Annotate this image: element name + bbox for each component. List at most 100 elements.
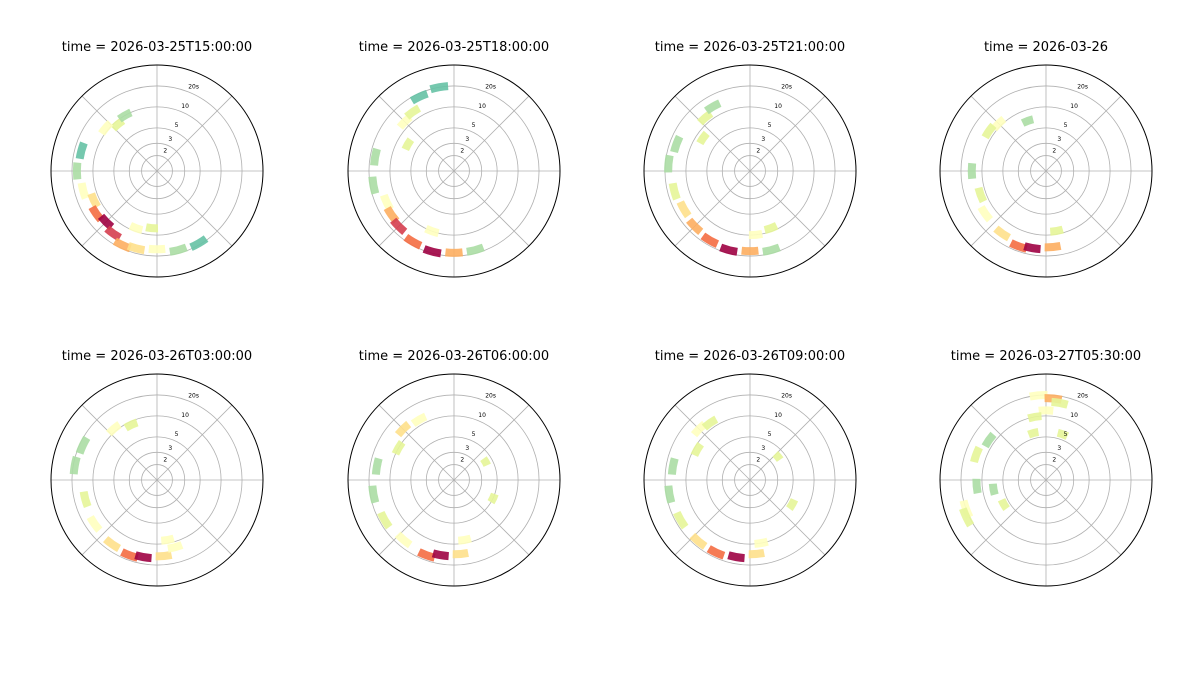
r-tick-label: 5 [175,431,179,438]
r-tick-label: 10 [774,412,782,419]
grid-ring [734,464,766,496]
spectral-cell [959,507,975,528]
spectral-cell [417,548,436,562]
spectral-cell [466,243,485,256]
spectral-cell [391,439,406,456]
grid-ring [113,436,201,524]
spoke [453,404,530,481]
spectral-cell [664,154,674,173]
spectral-cell [727,551,745,563]
spectral-cell [697,109,714,126]
r-tick-label: 5 [472,122,476,129]
spectral-cell [480,456,491,467]
spectral-cell [997,498,1010,511]
grid-ring [706,436,794,524]
spoke [453,95,530,172]
spoke [81,404,158,481]
chart-title: time = 2026-03-26T06:00:00 [359,349,549,364]
spoke [1045,404,1122,481]
spectral-cell [706,545,726,560]
grid-ring [981,106,1111,236]
r-tick-label: 3 [465,136,469,143]
spoke [378,170,455,247]
spectral-cell [977,205,993,223]
r-tick-label: 2 [163,147,167,154]
spectral-cell [719,243,738,256]
spoke [1045,95,1122,172]
spectral-cell [145,223,159,233]
r-tick-label: 10 [1070,412,1078,419]
r-tick-label: 10 [181,412,189,419]
chart-title: time = 2026-03-25T15:00:00 [62,40,252,55]
grid-ring [438,155,470,187]
spectral-cell [668,182,681,201]
grid-ring [425,142,483,200]
grid-ring [92,415,222,545]
spectral-cell [87,192,101,209]
r-tick-label: 10 [774,103,782,110]
r-tick-label: 20s [188,393,199,400]
spectral-cell [741,246,759,256]
spoke [674,170,751,247]
grid-ring [438,464,470,496]
spoke [674,404,751,481]
spectral-cell [169,243,188,256]
polar-chart: time = 2026-03-25T15:00:00 235 10 20s [50,40,264,278]
polar-frame [347,64,561,278]
grid-ring [92,106,222,236]
spectral-cell [981,122,997,140]
chart-title: time = 2026-03-26T09:00:00 [655,349,845,364]
grid-ring [1030,464,1062,496]
spoke [749,479,826,556]
r-tick-label: 20s [485,393,496,400]
spectral-cell [696,130,710,146]
spectral-cell [401,137,415,151]
spectral-cell [703,99,722,115]
spectral-cell [77,182,90,200]
grid-ring [128,142,186,200]
grid-ring [1002,436,1090,524]
r-tick-label: 20s [1077,393,1088,400]
spectral-cell [75,141,88,160]
spectral-cell [700,232,720,248]
spectral-cell [409,89,429,105]
spectral-cell [371,457,383,475]
spectral-cell [970,445,983,464]
spectral-cell [1027,427,1040,439]
polar-chart: time = 2026-03-25T21:00:00 235 10 20s [643,40,857,278]
spoke [378,404,455,481]
grid-ring [960,85,1132,257]
grid-ring [981,415,1111,545]
spectral-cell [429,82,449,94]
spectral-cell [424,225,440,238]
r-tick-label: 5 [768,431,772,438]
spectral-cell [134,551,152,563]
spoke [970,404,1047,481]
polar-chart: time = 2026-03-25T18:00:00 235 10 20s [347,40,561,278]
spectral-cell [754,537,769,548]
chart-title: time = 2026-03-27T05:30:00 [951,349,1141,364]
grid-ring [1002,127,1090,215]
spectral-cell [370,147,381,166]
r-tick-label: 2 [756,456,760,463]
r-tick-label: 3 [1057,445,1061,452]
spectral-cell [103,536,121,552]
spoke [378,95,455,172]
grid-ring [71,394,243,566]
spoke [674,479,751,556]
spectral-cell [988,483,999,496]
r-tick-label: 2 [460,456,464,463]
spoke [156,95,233,172]
r-tick-label: 2 [1052,456,1056,463]
spoke [453,170,530,247]
spectral-cell [105,421,122,437]
r-tick-label: 3 [761,136,765,143]
spoke [81,479,158,556]
grid-ring [368,394,540,566]
spectral-cell [189,235,209,251]
spectral-cell [670,134,684,154]
grid-ring [1030,155,1062,187]
spectral-cell [167,541,184,553]
r-tick-label: 2 [460,147,464,154]
polar-chart: time = 2026-03-26 235 10 20s [939,40,1153,278]
